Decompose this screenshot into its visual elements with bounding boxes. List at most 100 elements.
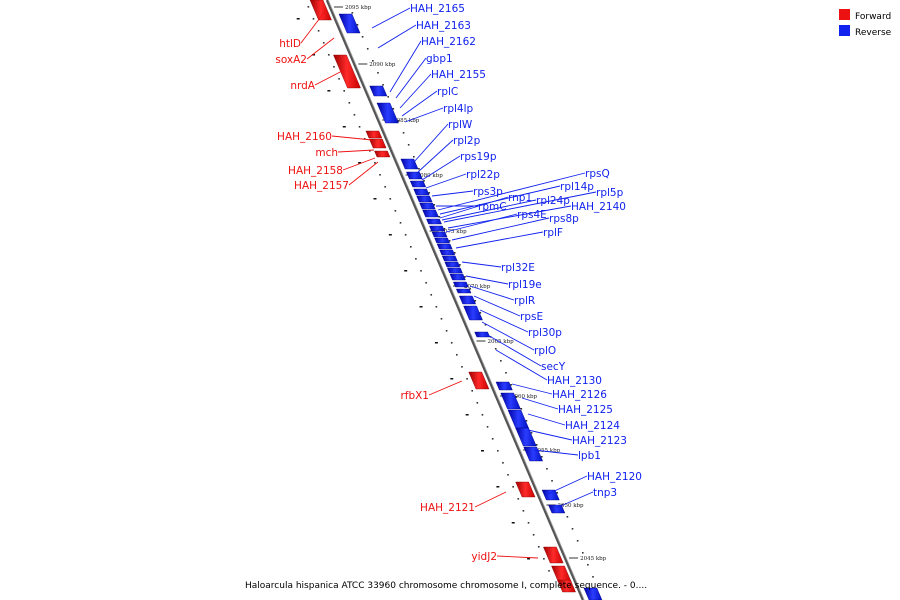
gene-label-rnp1[interactable]: rnp1: [508, 192, 532, 204]
gene-label-rplc[interactable]: rplC: [437, 86, 458, 98]
reverse-gene-block[interactable]: [458, 295, 477, 305]
reverse-gene-block[interactable]: [406, 171, 423, 180]
gene-label-rpl14p[interactable]: rpl14p: [560, 181, 594, 193]
gene-label-secy[interactable]: secY: [541, 361, 566, 373]
track-dot: [466, 378, 468, 380]
gene-label-hah-2163[interactable]: HAH_2163: [416, 20, 471, 32]
gene-label-mch[interactable]: mch: [315, 147, 338, 159]
forward-gene-block[interactable]: [374, 150, 391, 158]
gene-label-hah-2120[interactable]: HAH_2120: [587, 471, 642, 483]
gene-label-lpb1[interactable]: lpb1: [578, 450, 601, 462]
reverse-gene-block[interactable]: [416, 195, 433, 203]
reverse-gene-block[interactable]: [453, 281, 469, 288]
forward-gene-block[interactable]: [468, 371, 490, 390]
gene-label-yidj2[interactable]: yidJ2: [471, 551, 497, 563]
gene-label-gbp1[interactable]: gbp1: [426, 53, 453, 65]
gene-label-rplf[interactable]: rplF: [543, 227, 563, 239]
track-dot: [479, 312, 482, 314]
gene-label-rpl2p[interactable]: rpl2p: [453, 135, 481, 147]
gene-label-hah-2125[interactable]: HAH_2125: [558, 404, 613, 416]
reverse-gene-block[interactable]: [456, 288, 472, 294]
gene-label-rfbx1[interactable]: rfbX1: [400, 390, 429, 402]
gene-label-htld[interactable]: htlD: [279, 38, 301, 50]
reverse-gene-block[interactable]: [431, 231, 448, 238]
forward-gene-block[interactable]: [515, 481, 536, 498]
reverse-gene-block[interactable]: [338, 13, 361, 34]
gene-label-hah-2165[interactable]: HAH_2165: [410, 3, 465, 15]
gene-label-rps8p[interactable]: rps8p: [549, 213, 579, 225]
scale-tick-label: 2070 kbp: [464, 284, 491, 290]
gene-label-rps3p[interactable]: rps3p: [473, 186, 503, 198]
reverse-gene-block[interactable]: [495, 381, 513, 391]
reverse-gene-block[interactable]: [369, 85, 388, 97]
reverse-gene-block[interactable]: [376, 102, 399, 124]
reverse-gene-block[interactable]: [449, 273, 466, 281]
reverse-gene-block[interactable]: [515, 427, 537, 447]
reverse-gene-block[interactable]: [548, 504, 566, 514]
track-dot: [328, 54, 330, 56]
gene-label-rpse[interactable]: rpsE: [520, 311, 543, 323]
gene-label-rpsq[interactable]: rpsQ: [585, 168, 610, 180]
gene-label-hah-2162[interactable]: HAH_2162: [421, 36, 476, 48]
forward-gene-block[interactable]: [369, 138, 387, 149]
gene-label-rpmc[interactable]: rpmC: [478, 201, 507, 213]
gene-label-rpl22p[interactable]: rpl22p: [466, 169, 500, 181]
reverse-gene-block[interactable]: [400, 158, 419, 170]
gene-label-rpl30p[interactable]: rpl30p: [528, 327, 562, 339]
gene-label-rpl5p[interactable]: rpl5p: [596, 187, 624, 199]
reverse-gene-block[interactable]: [474, 331, 491, 338]
reverse-gene-block[interactable]: [409, 180, 427, 188]
reverse-gene-block[interactable]: [583, 587, 603, 600]
reverse-gene-block[interactable]: [419, 202, 436, 210]
reverse-gene-block[interactable]: [429, 225, 445, 232]
gene-label-soxa2[interactable]: soxA2: [275, 54, 307, 66]
gene-label-rps4e[interactable]: rps4E: [517, 209, 547, 221]
reverse-gene-block[interactable]: [422, 209, 439, 218]
reverse-gene-block[interactable]: [413, 188, 430, 196]
reverse-gene-block[interactable]: [434, 237, 450, 244]
gene-label-hah-2126[interactable]: HAH_2126: [552, 389, 607, 401]
gene-label-rps19p[interactable]: rps19p: [460, 151, 497, 163]
reverse-gene-block[interactable]: [426, 218, 442, 225]
forward-gene-block[interactable]: [543, 546, 564, 564]
gene-label-hah-2124[interactable]: HAH_2124: [565, 420, 620, 432]
reverse-gene-block[interactable]: [463, 305, 483, 321]
track-dot: [556, 492, 558, 494]
leader-line-hah-2126: [511, 383, 553, 395]
gene-label-hah-2123[interactable]: HAH_2123: [572, 435, 627, 447]
gene-label-rpl32e[interactable]: rpl32E: [501, 262, 535, 274]
track-dot: [438, 216, 441, 218]
reverse-gene-block[interactable]: [500, 392, 521, 410]
gene-label-hah-2121[interactable]: HAH_2121: [420, 502, 475, 514]
gene-label-hah-2160[interactable]: HAH_2160: [277, 131, 332, 143]
gene-label-hah-2140[interactable]: HAH_2140: [571, 201, 626, 213]
reverse-gene-block[interactable]: [441, 255, 458, 262]
gene-label-rpl19e[interactable]: rpl19e: [508, 279, 542, 291]
gene-label-hah-2157[interactable]: HAH_2157: [294, 180, 349, 192]
gene-label-hah-2130[interactable]: HAH_2130: [547, 375, 602, 387]
gene-label-rpl4lp[interactable]: rpl4lp: [443, 103, 473, 115]
track-dot: [445, 330, 448, 332]
gene-label-rplw[interactable]: rplW: [448, 119, 473, 131]
gene-label-rpl24p[interactable]: rpl24p: [536, 195, 570, 207]
reverse-gene-block[interactable]: [507, 409, 529, 429]
gene-label-rplr[interactable]: rplR: [514, 295, 535, 307]
reverse-gene-block[interactable]: [436, 243, 453, 250]
forward-gene-block[interactable]: [557, 579, 576, 593]
forward-gene-block[interactable]: [309, 0, 332, 21]
reverse-gene-block[interactable]: [541, 489, 560, 501]
forward-gene-block[interactable]: [333, 54, 361, 89]
gene-label-rplo[interactable]: rplO: [534, 345, 556, 357]
leader-line-hah-2155: [399, 73, 432, 109]
track-dot: [317, 30, 320, 32]
forward-gene-block[interactable]: [365, 130, 383, 139]
gene-label-nrda[interactable]: nrdA: [290, 80, 315, 92]
gene-label-hah-2158[interactable]: HAH_2158: [288, 165, 343, 177]
reverse-gene-block[interactable]: [439, 249, 456, 256]
gene-label-hah-2155[interactable]: HAH_2155: [431, 69, 486, 81]
gene-label-tnp3[interactable]: tnp3: [593, 487, 617, 499]
track-dot: [353, 114, 356, 116]
reverse-gene-block[interactable]: [447, 267, 463, 274]
reverse-gene-block[interactable]: [444, 261, 461, 268]
leader-line-rpl4lp: [404, 107, 444, 123]
